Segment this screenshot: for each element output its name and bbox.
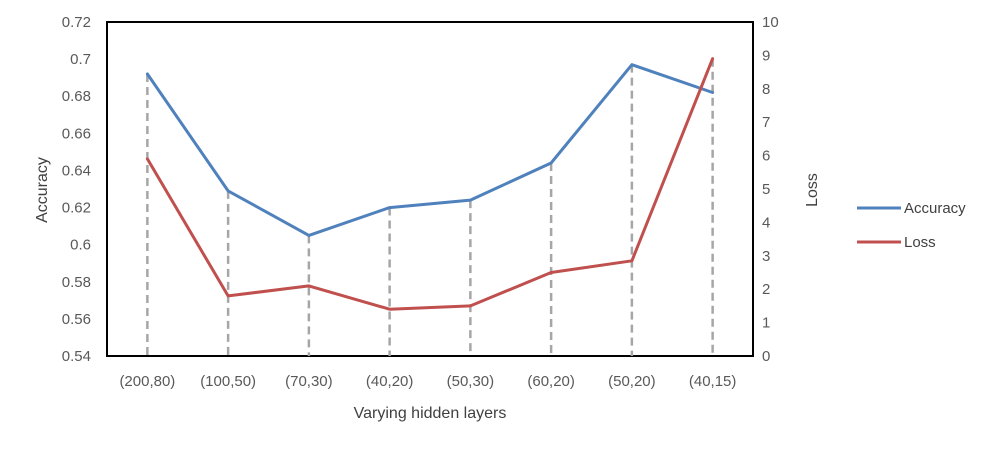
y2-tick-label: 6: [762, 148, 770, 165]
y-tick-label: 0.66: [62, 125, 91, 142]
x-tick-label: (50,20): [608, 373, 656, 390]
x-tick-label: (40,20): [366, 373, 414, 390]
y-tick-label: 0.62: [62, 200, 91, 217]
y-tick-label: 0.58: [62, 274, 91, 291]
y2-tick-label: 2: [762, 281, 770, 298]
series-line-loss: [145, 57, 715, 311]
legend-label-loss: Loss: [904, 234, 936, 251]
y-tick-label: 0.72: [62, 14, 91, 31]
y-tick-label: 0.68: [62, 88, 91, 105]
y2-tick-label: 9: [762, 47, 770, 64]
x-axis-title: Varying hidden layers: [354, 405, 507, 422]
plot-area: [106, 21, 754, 357]
y-tick-label: 0.64: [62, 162, 91, 179]
x-tick-label: (50,30): [447, 373, 495, 390]
x-tick-label: (200,80): [119, 373, 175, 390]
y-axis-title: Accuracy: [34, 157, 51, 223]
drop-lines: [146, 58, 714, 356]
series-lines: [145, 57, 715, 311]
x-axis-ticks: (200,80) (100,50) (70,30) (40,20) (50,30) (60…: [119, 373, 736, 390]
y2-tick-label: 4: [762, 214, 770, 231]
y2-tick-label: 7: [762, 114, 770, 131]
x-tick-label: (60,20): [527, 373, 575, 390]
series-line-accuracy: [145, 63, 715, 237]
y2-axis-title: Loss: [804, 173, 821, 207]
y-tick-label: 0.54: [62, 348, 91, 365]
x-tick-label: (70,30): [285, 373, 333, 390]
legend: Accuracy Loss: [857, 200, 966, 251]
right-axis-ticks: 0 1 2 3 4 5 6 7 8 9 10: [762, 14, 779, 365]
y2-tick-label: 5: [762, 181, 770, 198]
left-axis-ticks: 0.54 0.56 0.58 0.6 0.62 0.64 0.66 0.68 0.7 0.72: [62, 14, 91, 365]
y2-tick-label: 10: [762, 14, 779, 31]
y2-tick-label: 3: [762, 248, 770, 265]
y2-tick-label: 0: [762, 348, 770, 365]
y-tick-label: 0.56: [62, 311, 91, 328]
y-tick-label: 0.6: [70, 237, 91, 254]
legend-label-accuracy: Accuracy: [904, 200, 966, 217]
x-tick-label: (40,15): [689, 373, 737, 390]
y2-tick-label: 1: [762, 315, 770, 332]
y2-tick-label: 8: [762, 81, 770, 98]
x-tick-label: (100,50): [200, 373, 256, 390]
y-tick-label: 0.7: [70, 51, 91, 68]
